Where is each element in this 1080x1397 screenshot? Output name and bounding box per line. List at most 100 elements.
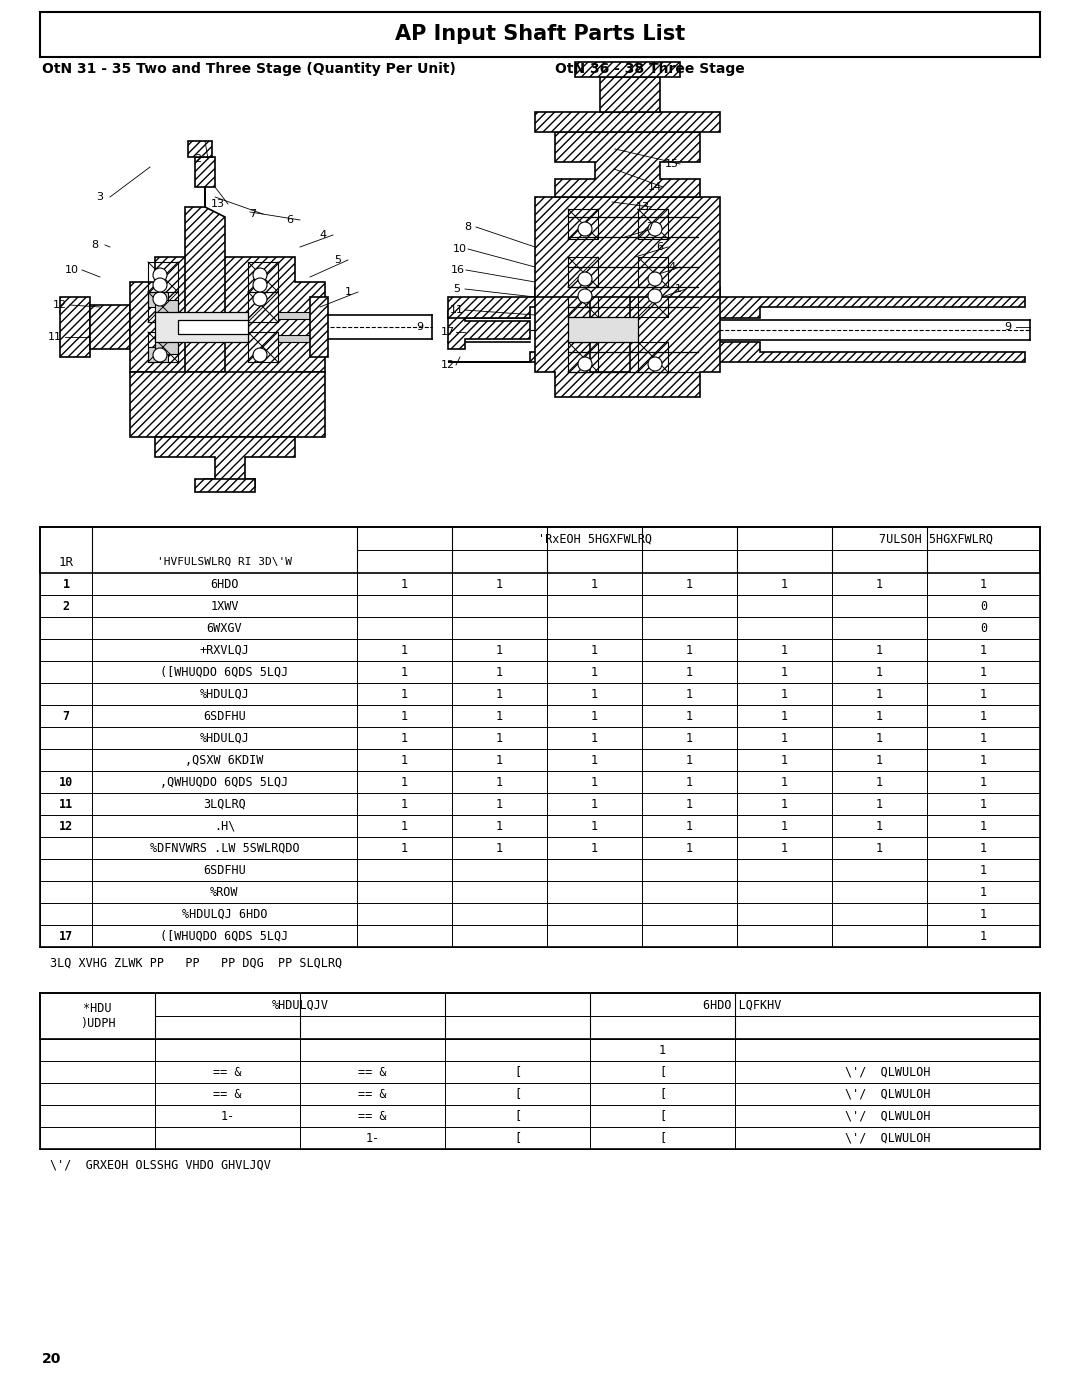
Text: 1: 1 (496, 753, 503, 767)
Bar (638, 342, 669, 372)
Text: 5: 5 (454, 284, 460, 293)
Text: [: [ (514, 1087, 521, 1101)
Text: \'/  QLWULOH: \'/ QLWULOH (845, 1087, 930, 1101)
Text: 1: 1 (496, 732, 503, 745)
Text: 1: 1 (591, 710, 598, 722)
Text: 1: 1 (63, 577, 69, 591)
Text: OtN 36 - 38 Three Stage: OtN 36 - 38 Three Stage (555, 61, 745, 75)
Polygon shape (535, 197, 720, 298)
Text: OtN 31 - 35 Two and Three Stage (Quantity Per Unit): OtN 31 - 35 Two and Three Stage (Quantit… (42, 61, 456, 75)
Text: 1: 1 (591, 665, 598, 679)
Text: 3LQ XVHG ZLWK PP   PP   PP DQG  PP SLQLRQ: 3LQ XVHG ZLWK PP PP PP DQG PP SLQLRQ (50, 957, 342, 970)
Polygon shape (278, 335, 320, 342)
Text: 3LQLRQ: 3LQLRQ (203, 798, 246, 810)
Text: 1: 1 (980, 753, 987, 767)
Polygon shape (148, 292, 168, 307)
Text: 1: 1 (980, 710, 987, 722)
Text: 1: 1 (686, 798, 693, 810)
Text: 1: 1 (401, 841, 408, 855)
Text: 1: 1 (496, 820, 503, 833)
Text: 8: 8 (92, 240, 98, 250)
Text: 11: 11 (59, 798, 73, 810)
Text: 1: 1 (876, 710, 883, 722)
Circle shape (648, 272, 662, 286)
Text: \'/  QLWULOH: \'/ QLWULOH (845, 1109, 930, 1123)
Text: 6: 6 (657, 242, 663, 251)
Text: 1: 1 (591, 577, 598, 591)
Circle shape (578, 222, 592, 236)
Text: 7: 7 (63, 710, 69, 722)
Polygon shape (185, 156, 225, 372)
Text: 1: 1 (876, 820, 883, 833)
Polygon shape (156, 312, 248, 342)
Text: [: [ (514, 1109, 521, 1123)
Text: 9: 9 (1004, 321, 1012, 332)
Polygon shape (60, 298, 90, 358)
Polygon shape (598, 149, 630, 169)
Text: 0: 0 (980, 622, 987, 634)
Circle shape (153, 268, 167, 282)
Text: 1: 1 (401, 775, 408, 788)
Text: 1XWV: 1XWV (211, 599, 239, 612)
Text: 1: 1 (781, 798, 788, 810)
Polygon shape (448, 342, 1025, 362)
Text: 1: 1 (781, 644, 788, 657)
Circle shape (153, 348, 167, 362)
Bar (40, 1039, 1040, 1060)
Text: == &: == & (213, 1087, 242, 1101)
Text: 1: 1 (496, 687, 503, 700)
Bar (568, 210, 598, 239)
Bar (148, 263, 178, 292)
Text: 1: 1 (980, 929, 987, 943)
Text: .H\: .H\ (214, 820, 235, 833)
Text: 1: 1 (876, 644, 883, 657)
Polygon shape (156, 300, 178, 314)
Text: 1: 1 (496, 841, 503, 855)
Text: 17: 17 (59, 929, 73, 943)
Text: 10: 10 (59, 775, 73, 788)
Text: 1: 1 (781, 687, 788, 700)
Bar (40, 527, 1040, 573)
Text: %DFNVWRS .LW 5SWLRQDO: %DFNVWRS .LW 5SWLRQDO (150, 841, 299, 855)
Circle shape (253, 348, 267, 362)
Text: 'HVFULSWLRQ RI 3D\'W: 'HVFULSWLRQ RI 3D\'W (157, 557, 292, 567)
Text: 1: 1 (980, 577, 987, 591)
Polygon shape (575, 61, 680, 77)
Bar (248, 292, 278, 321)
Text: [: [ (659, 1066, 666, 1078)
Text: 1: 1 (686, 753, 693, 767)
Polygon shape (156, 339, 178, 353)
Text: 1: 1 (591, 644, 598, 657)
Text: [: [ (659, 1109, 666, 1123)
Polygon shape (178, 320, 248, 334)
Text: 1: 1 (345, 286, 351, 298)
Text: 1: 1 (980, 886, 987, 898)
Text: 1: 1 (686, 841, 693, 855)
Text: 1: 1 (876, 841, 883, 855)
Text: 1: 1 (876, 577, 883, 591)
Text: %HDULQJ: %HDULQJ (200, 687, 249, 700)
Text: 1: 1 (496, 644, 503, 657)
Text: [: [ (659, 1087, 666, 1101)
Circle shape (578, 289, 592, 303)
Text: 2: 2 (63, 599, 69, 612)
Text: 11: 11 (48, 332, 62, 342)
Text: [: [ (514, 1132, 521, 1144)
Bar (568, 286, 598, 317)
Text: 1: 1 (496, 798, 503, 810)
Text: 6WXGV: 6WXGV (206, 622, 242, 634)
Text: 1: 1 (781, 665, 788, 679)
Text: 1: 1 (686, 775, 693, 788)
Text: 1: 1 (980, 798, 987, 810)
Text: 1: 1 (686, 577, 693, 591)
Text: 1: 1 (781, 775, 788, 788)
Text: 1: 1 (591, 841, 598, 855)
Text: 1: 1 (980, 732, 987, 745)
Text: 11: 11 (450, 305, 464, 314)
Text: ,QWHUQDO 6QDS 5LQJ: ,QWHUQDO 6QDS 5LQJ (160, 775, 288, 788)
Text: %HDULQJ 6HDO: %HDULQJ 6HDO (181, 908, 267, 921)
Text: %HDULQJV: %HDULQJV (271, 999, 328, 1011)
Text: == &: == & (213, 1066, 242, 1078)
Text: 1: 1 (401, 710, 408, 722)
Text: 1: 1 (401, 732, 408, 745)
